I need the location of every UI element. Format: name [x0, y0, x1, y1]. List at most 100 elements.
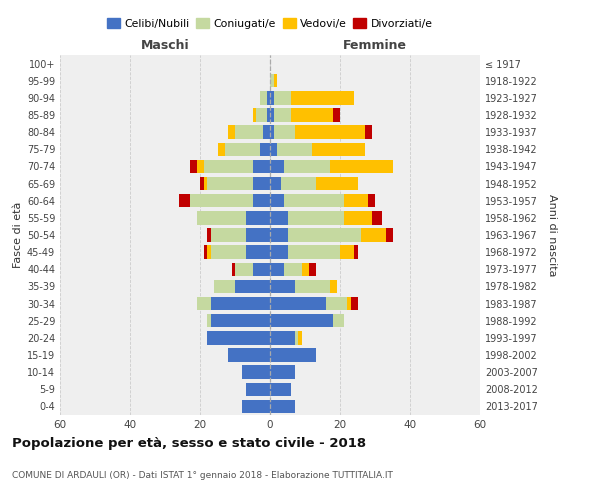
Bar: [371, 211, 382, 224]
Bar: [270, 211, 287, 224]
Bar: [347, 297, 350, 310]
Bar: [207, 331, 270, 344]
Y-axis label: Fasce di età: Fasce di età: [13, 202, 23, 268]
Bar: [368, 194, 375, 207]
Bar: [245, 382, 270, 396]
Bar: [298, 331, 302, 344]
Bar: [235, 280, 270, 293]
Bar: [287, 211, 343, 224]
Bar: [270, 280, 295, 293]
Bar: [211, 314, 270, 328]
Bar: [329, 160, 392, 173]
Bar: [207, 246, 211, 259]
Bar: [218, 142, 224, 156]
Bar: [253, 262, 270, 276]
Bar: [179, 194, 190, 207]
Bar: [287, 246, 340, 259]
Bar: [270, 91, 274, 104]
Bar: [316, 177, 358, 190]
Bar: [270, 126, 274, 139]
Bar: [207, 177, 253, 190]
Bar: [253, 194, 270, 207]
Bar: [291, 91, 354, 104]
Bar: [203, 160, 253, 173]
Legend: Celibi/Nubili, Coniugati/e, Vedovi/e, Divorziati/e: Celibi/Nubili, Coniugati/e, Vedovi/e, Di…: [103, 14, 437, 33]
Bar: [274, 126, 295, 139]
Bar: [287, 228, 361, 241]
Bar: [270, 366, 295, 379]
Bar: [260, 142, 270, 156]
Bar: [211, 297, 270, 310]
Bar: [190, 194, 253, 207]
Bar: [270, 348, 316, 362]
Bar: [270, 314, 333, 328]
Bar: [211, 246, 245, 259]
Bar: [343, 194, 368, 207]
Bar: [263, 126, 270, 139]
Bar: [270, 108, 274, 122]
Bar: [190, 160, 197, 173]
Bar: [386, 228, 392, 241]
Bar: [270, 382, 291, 396]
Bar: [245, 211, 270, 224]
Bar: [253, 177, 270, 190]
Bar: [274, 91, 291, 104]
Bar: [197, 297, 211, 310]
Bar: [270, 74, 274, 88]
Bar: [200, 177, 203, 190]
Text: Femmine: Femmine: [343, 38, 407, 52]
Bar: [253, 160, 270, 173]
Bar: [277, 142, 312, 156]
Bar: [350, 297, 358, 310]
Bar: [302, 262, 308, 276]
Bar: [197, 160, 203, 173]
Bar: [207, 314, 211, 328]
Text: COMUNE DI ARDAULI (OR) - Dati ISTAT 1° gennaio 2018 - Elaborazione TUTTITALIA.IT: COMUNE DI ARDAULI (OR) - Dati ISTAT 1° g…: [12, 471, 393, 480]
Bar: [333, 314, 343, 328]
Bar: [253, 108, 256, 122]
Bar: [270, 160, 284, 173]
Bar: [270, 228, 287, 241]
Bar: [326, 297, 347, 310]
Bar: [329, 280, 337, 293]
Bar: [211, 228, 245, 241]
Bar: [242, 366, 270, 379]
Bar: [274, 74, 277, 88]
Bar: [333, 108, 340, 122]
Bar: [245, 228, 270, 241]
Bar: [197, 211, 245, 224]
Bar: [232, 262, 235, 276]
Bar: [312, 142, 365, 156]
Y-axis label: Anni di nascita: Anni di nascita: [547, 194, 557, 276]
Bar: [245, 246, 270, 259]
Bar: [274, 108, 291, 122]
Bar: [235, 126, 263, 139]
Bar: [343, 211, 371, 224]
Bar: [228, 126, 235, 139]
Bar: [340, 246, 354, 259]
Bar: [270, 177, 281, 190]
Bar: [361, 228, 386, 241]
Bar: [295, 126, 365, 139]
Bar: [270, 331, 295, 344]
Bar: [203, 177, 207, 190]
Bar: [295, 331, 298, 344]
Bar: [235, 262, 253, 276]
Bar: [270, 246, 287, 259]
Bar: [295, 280, 329, 293]
Bar: [266, 108, 270, 122]
Bar: [308, 262, 316, 276]
Bar: [270, 142, 277, 156]
Bar: [270, 297, 326, 310]
Bar: [270, 194, 284, 207]
Bar: [224, 142, 260, 156]
Bar: [354, 246, 358, 259]
Text: Maschi: Maschi: [140, 38, 190, 52]
Bar: [260, 91, 266, 104]
Bar: [284, 262, 302, 276]
Bar: [207, 228, 211, 241]
Bar: [270, 262, 284, 276]
Bar: [266, 91, 270, 104]
Bar: [242, 400, 270, 413]
Bar: [228, 348, 270, 362]
